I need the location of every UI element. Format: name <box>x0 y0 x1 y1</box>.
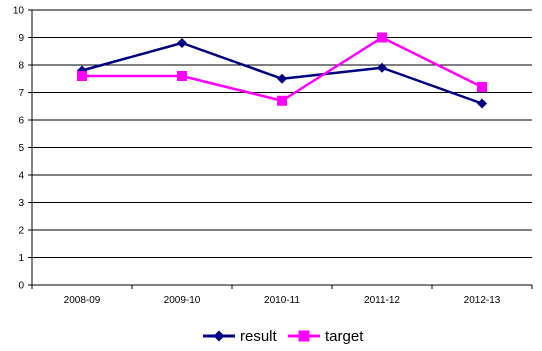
series-line-target <box>82 36 483 102</box>
x-axis-ticks: 2008-09 2009-10 2010-11 2011-12 2012-13 <box>31 285 533 306</box>
data-point-target <box>277 95 287 106</box>
y-tick-label: 10 <box>13 6 25 17</box>
x-tick-label-2008-09: 2008-09 <box>64 295 101 306</box>
data-point-result <box>377 62 387 73</box>
y-tick-label: 6 <box>18 116 24 127</box>
y-axis-ticks: 0 1 2 3 4 5 6 7 8 9 10 <box>13 6 32 292</box>
data-point-target <box>377 32 387 43</box>
data-point-target <box>477 82 487 92</box>
y-tick-label: 5 <box>18 143 24 154</box>
legend-label-result: result <box>240 328 278 345</box>
data-point-result <box>477 98 487 109</box>
y-tick-label: 7 <box>18 88 24 99</box>
x-tick-label-2010-11: 2010-11 <box>264 295 300 306</box>
y-tick-label: 8 <box>18 61 24 72</box>
series-line-result <box>81 41 483 105</box>
y-tick-label: 3 <box>18 198 24 209</box>
data-point-target <box>77 71 87 81</box>
x-tick-label-2012-13: 2012-13 <box>464 295 501 306</box>
y-tick-label: 9 <box>18 33 24 44</box>
legend-label-target: target <box>325 328 364 345</box>
x-tick-label-2011-12: 2011-12 <box>364 295 400 306</box>
data-point-target <box>177 71 187 81</box>
legend-marker-result <box>213 330 225 342</box>
series-group <box>77 32 487 109</box>
y-tick-label: 4 <box>18 171 24 182</box>
x-tick-label-2009-10: 2009-10 <box>164 295 201 306</box>
y-tick-label: 1 <box>18 253 24 264</box>
legend-marker-target <box>298 330 310 342</box>
legend: result target <box>203 328 364 345</box>
data-point-result <box>277 73 287 84</box>
y-tick-label: 0 <box>18 281 24 292</box>
data-point-result <box>177 38 187 48</box>
gridlines <box>32 9 532 258</box>
y-tick-label: 2 <box>18 226 24 237</box>
